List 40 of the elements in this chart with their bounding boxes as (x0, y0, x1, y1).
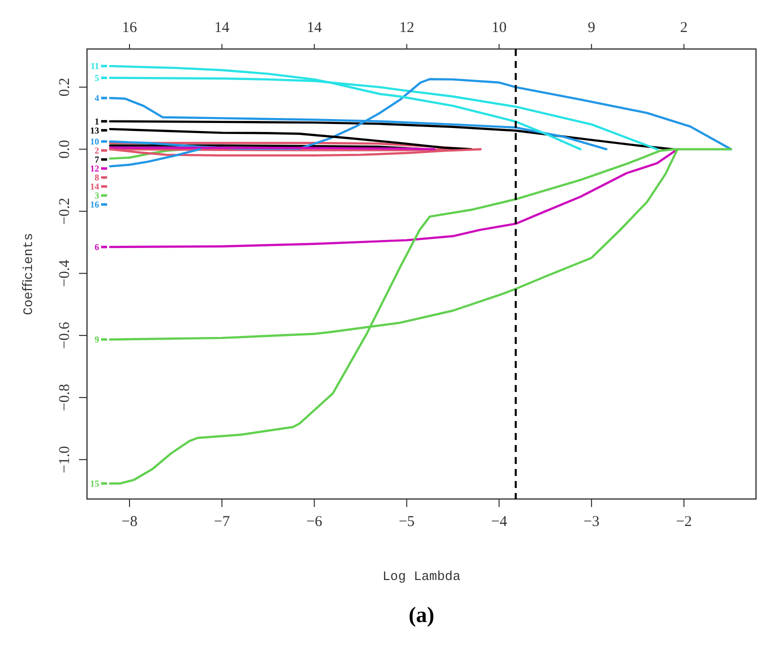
text: 14 (214, 20, 230, 36)
y-tick-label: −0.2 (57, 198, 73, 225)
y-tick-label: −0.4 (57, 259, 73, 287)
x-axis-title: Log Lambda (382, 569, 461, 584)
legend-label: 4 (94, 93, 100, 104)
legend-label: 8 (94, 172, 100, 182)
text: 16 (122, 20, 138, 36)
text: (a) (408, 602, 434, 627)
text: 2 (680, 20, 688, 36)
legend-label: 1 (94, 116, 100, 126)
y-tick-label: 0.2 (57, 78, 73, 97)
legend-label: 10 (90, 136, 100, 146)
legend-label: 11 (90, 61, 100, 72)
x-tick-label: −5 (398, 514, 415, 530)
x-tick-label: −3 (584, 514, 600, 530)
legend-label: 5 (94, 72, 100, 83)
y-tick-label: −0.8 (57, 384, 73, 412)
text: 12 (399, 20, 414, 36)
legend-label: 15 (90, 478, 100, 488)
legend-label: 7 (94, 154, 100, 164)
legend-label: 16 (90, 199, 100, 210)
y-tick-label: −1.0 (57, 446, 73, 474)
legend-label: 6 (94, 242, 100, 252)
y-tick-label: −0.6 (57, 321, 73, 350)
y-tick-label: 0.0 (57, 140, 73, 159)
text: 14 (306, 20, 322, 36)
legend-label: 14 (90, 181, 100, 192)
x-tick-label: −7 (214, 514, 230, 530)
legend-label: 3 (94, 190, 100, 200)
x-tick-label: −8 (122, 514, 138, 530)
y-axis-title: Coeﬃcients (21, 232, 36, 316)
legend-label: 9 (94, 334, 100, 344)
x-tick-label: −6 (306, 514, 323, 530)
text: 9 (588, 20, 596, 36)
legend-label: 13 (90, 125, 100, 136)
x-tick-label: −2 (676, 514, 692, 530)
legend-label: 2 (94, 145, 100, 156)
text: 10 (492, 20, 507, 36)
x-tick-label: −4 (491, 514, 508, 530)
legend-label: 12 (90, 163, 100, 174)
